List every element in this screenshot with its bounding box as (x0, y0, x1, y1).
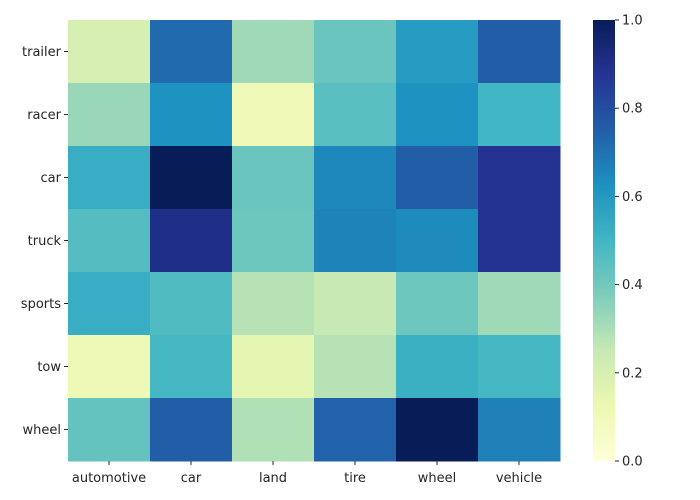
heatmap-cell-trailer-tire (314, 20, 397, 84)
heatmap-cell-trailer-vehicle (478, 20, 561, 84)
heatmap-cell-racer-tire (314, 83, 397, 147)
x-tick-label: land (259, 471, 287, 486)
colorbar-ticks: 0.0 0.2 0.4 0.6 0.8 1.0 (615, 14, 643, 470)
x-axis-ticks: automotive car land tire wheel vehicle (72, 461, 542, 486)
heatmap-cell-truck-wheel (396, 209, 479, 273)
y-tick-label: sports (21, 297, 61, 312)
heatmap-cell-truck-vehicle (478, 209, 561, 273)
heatmap-cell-trailer-wheel (396, 20, 479, 84)
y-tick-label: trailer (22, 45, 62, 60)
heatmap-cell-tow-tire (314, 335, 397, 399)
heatmap-cell-wheel-wheel (396, 398, 479, 462)
colorbar-tick-label: 0.8 (622, 102, 643, 117)
heatmap-cell-sports-tire (314, 272, 397, 336)
x-tick-label: car (181, 471, 202, 486)
y-tick-label: tow (37, 360, 61, 375)
heatmap-cell-wheel-land (232, 398, 315, 462)
y-tick-label: racer (27, 108, 61, 123)
y-tick-label: truck (28, 234, 62, 249)
heatmap-cell-car-automotive (68, 146, 151, 210)
heatmap-cell-sports-car (150, 272, 233, 336)
y-axis-ticks: trailer racer car truck sports tow wheel (21, 45, 68, 438)
heatmap-cell-sports-automotive (68, 272, 151, 336)
heatmap-cell-tow-automotive (68, 335, 151, 399)
colorbar-tick-label: 0.4 (622, 278, 643, 293)
heatmap-cell-tow-land (232, 335, 315, 399)
heatmap-cell-tow-vehicle (478, 335, 561, 399)
x-tick-label: automotive (72, 471, 146, 486)
heatmap-cell-car-vehicle (478, 146, 561, 210)
colorbar-tick-label: 0.2 (622, 366, 643, 381)
y-tick-label: car (41, 171, 62, 186)
heatmap-cell-wheel-car (150, 398, 233, 462)
x-tick-label: tire (344, 471, 366, 486)
heatmap-cell-sports-land (232, 272, 315, 336)
heatmap-cell-racer-wheel (396, 83, 479, 147)
heatmap-cell-car-car (150, 146, 233, 210)
heatmap-cell-racer-car (150, 83, 233, 147)
heatmap-cell-racer-automotive (68, 83, 151, 147)
heatmap-cell-racer-land (232, 83, 315, 147)
heatmap-cell-sports-vehicle (478, 272, 561, 336)
colorbar (593, 20, 615, 461)
heatmap-cell-sports-wheel (396, 272, 479, 336)
heatmap-cell-racer-vehicle (478, 83, 561, 147)
x-tick-label: wheel (418, 471, 456, 486)
heatmap-cell-car-land (232, 146, 315, 210)
heatmap-cell-tow-wheel (396, 335, 479, 399)
colorbar-tick-label: 1.0 (622, 14, 643, 29)
heatmap-cell-wheel-tire (314, 398, 397, 462)
heatmap-cell-car-wheel (396, 146, 479, 210)
heatmap-cell-wheel-automotive (68, 398, 151, 462)
x-tick-label: vehicle (496, 471, 542, 486)
heatmap-cell-trailer-land (232, 20, 315, 84)
y-tick-label: wheel (23, 423, 61, 438)
heatmap-cell-truck-land (232, 209, 315, 273)
heatmap-cell-car-tire (314, 146, 397, 210)
heatmap-cell-tow-car (150, 335, 233, 399)
colorbar-tick-label: 0.0 (622, 455, 643, 470)
heatmap-cell-truck-automotive (68, 209, 151, 273)
colorbar-tick-label: 0.6 (622, 190, 643, 205)
heatmap-cell-wheel-vehicle (478, 398, 561, 462)
heatmap-cells (68, 20, 561, 462)
heatmap-cell-truck-tire (314, 209, 397, 273)
heatmap-cell-trailer-automotive (68, 20, 151, 84)
heatmap-cell-trailer-car (150, 20, 233, 84)
heatmap-cell-truck-car (150, 209, 233, 273)
